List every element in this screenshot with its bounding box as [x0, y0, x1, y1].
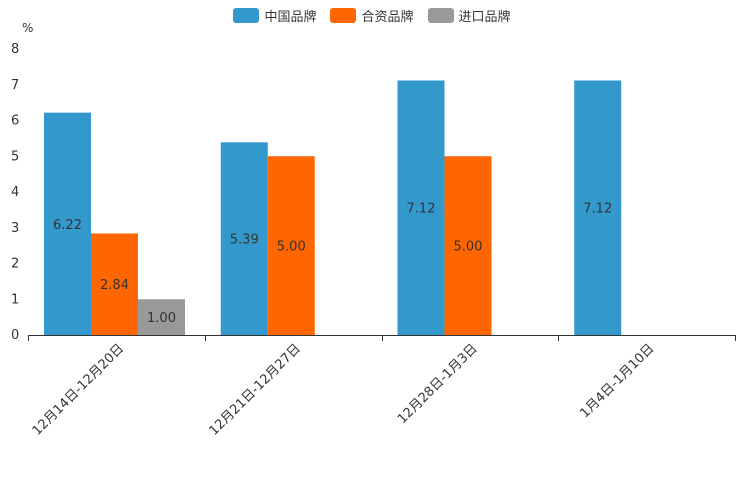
y-axis-unit: % [22, 21, 34, 35]
y-tick-label: 1 [11, 292, 19, 307]
legend-item-imported-brand[interactable]: 进口品牌 [427, 6, 511, 25]
legend-swatch-joint-venture-brand [330, 8, 357, 23]
legend: 中国品牌 合资品牌 进口品牌 [0, 6, 744, 25]
bar-0-1[interactable] [220, 142, 268, 335]
data-label: 1.00 [147, 311, 176, 326]
bar-0-3[interactable] [574, 80, 622, 336]
data-label: 7.12 [407, 202, 436, 217]
legend-item-joint-venture-brand[interactable]: 合资品牌 [330, 6, 414, 25]
x-tick-label: 12月14日-12月20日 [30, 341, 127, 438]
data-label: 5.00 [277, 240, 306, 255]
legend-item-china-brand[interactable]: 中国品牌 [233, 6, 316, 25]
legend-label-imported-brand: 进口品牌 [458, 10, 511, 25]
bar-0-2[interactable] [397, 80, 445, 336]
data-label: 5.00 [454, 240, 483, 255]
bar-2-0[interactable] [138, 299, 185, 335]
legend-swatch-imported-brand [427, 8, 454, 23]
bar-1-2[interactable] [444, 156, 492, 335]
y-tick-label: 7 [11, 78, 19, 93]
bar-1-0[interactable] [91, 233, 138, 335]
y-tick-label: 0 [11, 328, 19, 343]
y-tick-label: 3 [11, 221, 19, 236]
data-label: 7.12 [583, 202, 612, 217]
legend-swatch-china-brand [233, 8, 260, 23]
y-tick-label: 8 [11, 42, 19, 57]
bar-1-1[interactable] [267, 156, 315, 335]
x-tick-label: 12月28日-1月3日 [395, 341, 481, 427]
y-tick-label: 6 [11, 114, 19, 129]
y-tick-label: 4 [11, 185, 19, 200]
data-label: 5.39 [230, 233, 259, 248]
bar-0-0[interactable] [44, 112, 91, 335]
legend-label-china-brand: 中国品牌 [264, 10, 317, 25]
y-tick-label: 5 [11, 149, 19, 164]
y-tick-label: 2 [11, 257, 19, 272]
x-tick-label: 12月21日-12月27日 [206, 341, 303, 438]
legend-label-joint-venture-brand: 合资品牌 [361, 10, 414, 25]
data-label: 6.22 [53, 218, 82, 233]
data-label: 2.84 [100, 278, 129, 293]
x-tick-label: 1月4日-1月10日 [578, 341, 658, 421]
